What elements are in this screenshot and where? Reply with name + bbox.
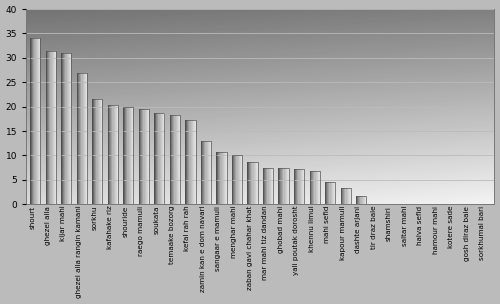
Bar — [30, 38, 40, 204]
Bar — [46, 50, 56, 204]
Bar — [325, 182, 335, 204]
Bar — [294, 169, 304, 204]
Bar — [92, 99, 102, 204]
Bar — [216, 152, 226, 204]
Bar — [108, 105, 118, 204]
Bar — [170, 115, 180, 204]
Bar — [62, 53, 72, 204]
Bar — [154, 112, 164, 204]
Bar — [77, 73, 87, 204]
Bar — [356, 196, 366, 204]
Bar — [310, 171, 320, 204]
Bar — [124, 107, 134, 204]
Bar — [263, 168, 273, 204]
Bar — [201, 141, 211, 204]
Bar — [232, 155, 242, 204]
Bar — [278, 168, 288, 204]
Bar — [186, 120, 196, 204]
Bar — [340, 188, 350, 204]
Bar — [248, 162, 258, 204]
Bar — [139, 109, 149, 204]
